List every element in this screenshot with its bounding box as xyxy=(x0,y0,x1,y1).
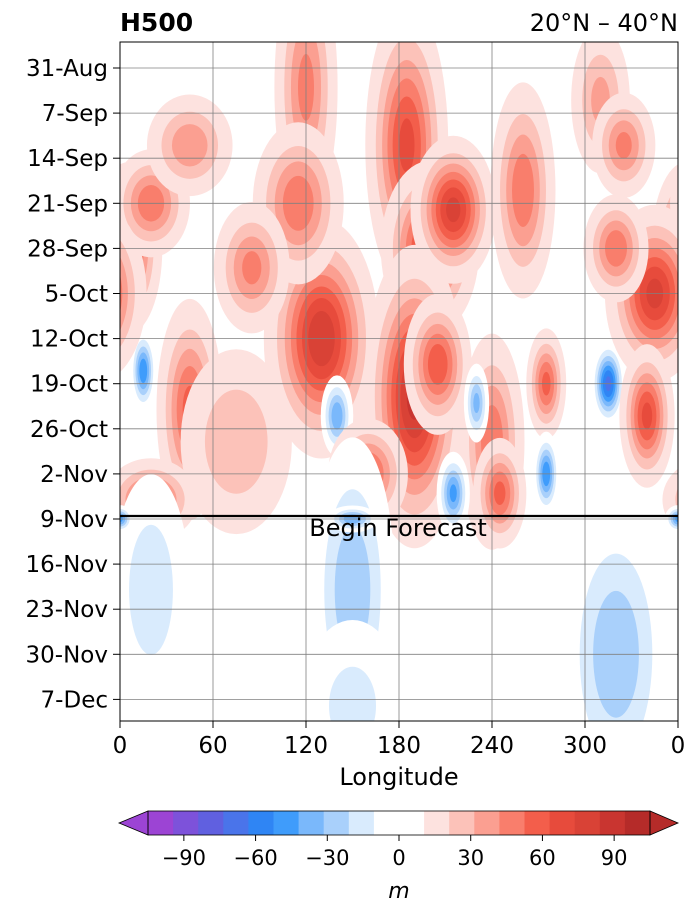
anomaly-cell xyxy=(619,344,675,488)
anomaly-contour xyxy=(328,666,377,721)
anomaly-contour xyxy=(398,118,415,173)
chart-title-left: H500 xyxy=(120,8,193,37)
colorbar-segment xyxy=(499,811,525,835)
anomaly-contour xyxy=(641,402,653,430)
anomaly-contour xyxy=(171,124,208,167)
colorbar: −90 −60 −30 0 30 60 90 xyxy=(117,810,680,870)
colorbar-segment xyxy=(198,811,224,835)
y-axis: 31-Aug 7-Sep 14-Sep 21-Sep 28-Sep 5-Oct 12-Oct… xyxy=(26,56,120,713)
colorbar-segment xyxy=(549,811,576,835)
y-tick-label: 7-Sep xyxy=(42,101,108,127)
colorbar-label: m xyxy=(388,879,409,904)
colorbar-segment xyxy=(348,811,375,835)
colorbar-segment xyxy=(399,811,425,835)
x-axis: 0 60 120 180 240 300 0 xyxy=(113,721,686,759)
colorbar-tick-label: 60 xyxy=(529,846,556,870)
colorbar-segment xyxy=(173,811,199,835)
colorbar-segment xyxy=(248,811,274,835)
anomaly-cell xyxy=(463,363,490,443)
anomaly-contour xyxy=(204,389,268,494)
colorbar-tick-label: −30 xyxy=(305,846,349,870)
y-tick-label: 31-Aug xyxy=(26,56,108,82)
colorbar-tick-label: −90 xyxy=(162,846,206,870)
colorbar-segment xyxy=(449,811,475,835)
y-tick-label: 19-Oct xyxy=(30,372,108,398)
colorbar-segment xyxy=(373,811,400,835)
begin-forecast-label: Begin Forecast xyxy=(309,514,487,542)
colorbar-tick-label: 90 xyxy=(601,846,628,870)
anomaly-contour xyxy=(512,153,534,227)
colorbar-segment xyxy=(148,811,174,835)
x-tick-label: 240 xyxy=(470,733,514,759)
y-tick-label: 28-Sep xyxy=(27,236,108,262)
anomaly-cell xyxy=(180,349,292,535)
anomaly-cell xyxy=(300,620,405,721)
colorbar-segment xyxy=(273,811,300,835)
anomaly-cell xyxy=(592,92,656,198)
colorbar-segment xyxy=(223,811,249,835)
x-tick-label: 180 xyxy=(377,733,421,759)
colorbar-segment xyxy=(323,811,350,835)
anomaly-contour xyxy=(449,484,457,503)
chart-title-right: 20°N – 40°N xyxy=(530,9,678,37)
colorbar-segment xyxy=(524,811,551,835)
x-tick-label: 120 xyxy=(284,733,328,759)
colorbar-segment xyxy=(424,811,450,835)
x-tick-label: 300 xyxy=(563,733,607,759)
y-tick-label: 7-Dec xyxy=(41,687,108,713)
y-tick-label: 16-Nov xyxy=(26,552,108,578)
colorbar-tick-label: 0 xyxy=(392,846,405,870)
y-tick-label: 21-Sep xyxy=(27,191,108,217)
anomaly-contour xyxy=(473,393,480,414)
anomaly-cell xyxy=(129,328,157,414)
y-tick-label: 23-Nov xyxy=(26,597,108,623)
y-tick-label: 26-Oct xyxy=(30,417,108,443)
colorbar-segment xyxy=(474,811,500,835)
anomaly-cell xyxy=(146,94,233,197)
colorbar-tick-label: −60 xyxy=(233,846,277,870)
anomaly-contour xyxy=(139,358,148,384)
x-tick-label: 0 xyxy=(113,733,128,759)
anomaly-contour xyxy=(427,343,448,385)
colorbar-segment xyxy=(624,811,651,835)
anomaly-cell xyxy=(410,135,496,284)
y-tick-label: 9-Nov xyxy=(40,507,108,533)
anomaly-contour xyxy=(494,481,506,506)
colorbar-segment xyxy=(599,811,626,835)
anomaly-contour xyxy=(446,197,461,223)
colorbar-segment xyxy=(574,811,601,835)
anomaly-contour xyxy=(615,131,632,159)
anomaly-cell xyxy=(213,202,290,334)
x-tick-label: 60 xyxy=(198,733,227,759)
y-tick-label: 14-Sep xyxy=(27,146,108,172)
anomaly-cell xyxy=(560,501,672,721)
y-tick-label: 5-Oct xyxy=(45,282,108,308)
y-tick-label: 12-Oct xyxy=(30,327,108,353)
anomaly-cell xyxy=(473,437,527,549)
y-tick-label: 2-Nov xyxy=(40,462,108,488)
y-tick-label: 30-Nov xyxy=(26,642,108,668)
anomaly-cell xyxy=(436,451,470,535)
colorbar-segment xyxy=(298,811,325,835)
x-tick-label: 0 xyxy=(671,733,686,759)
anomaly-cell xyxy=(490,82,556,299)
x-axis-label: Longitude xyxy=(339,763,458,791)
anomaly-contour xyxy=(670,519,678,660)
anomaly-contour xyxy=(331,402,343,430)
anomaly-contour xyxy=(129,524,173,655)
anomaly-cell xyxy=(320,375,354,457)
colorbar-tick-label: 30 xyxy=(457,846,484,870)
anomaly-contour xyxy=(242,251,262,285)
anomaly-cell xyxy=(120,474,678,706)
